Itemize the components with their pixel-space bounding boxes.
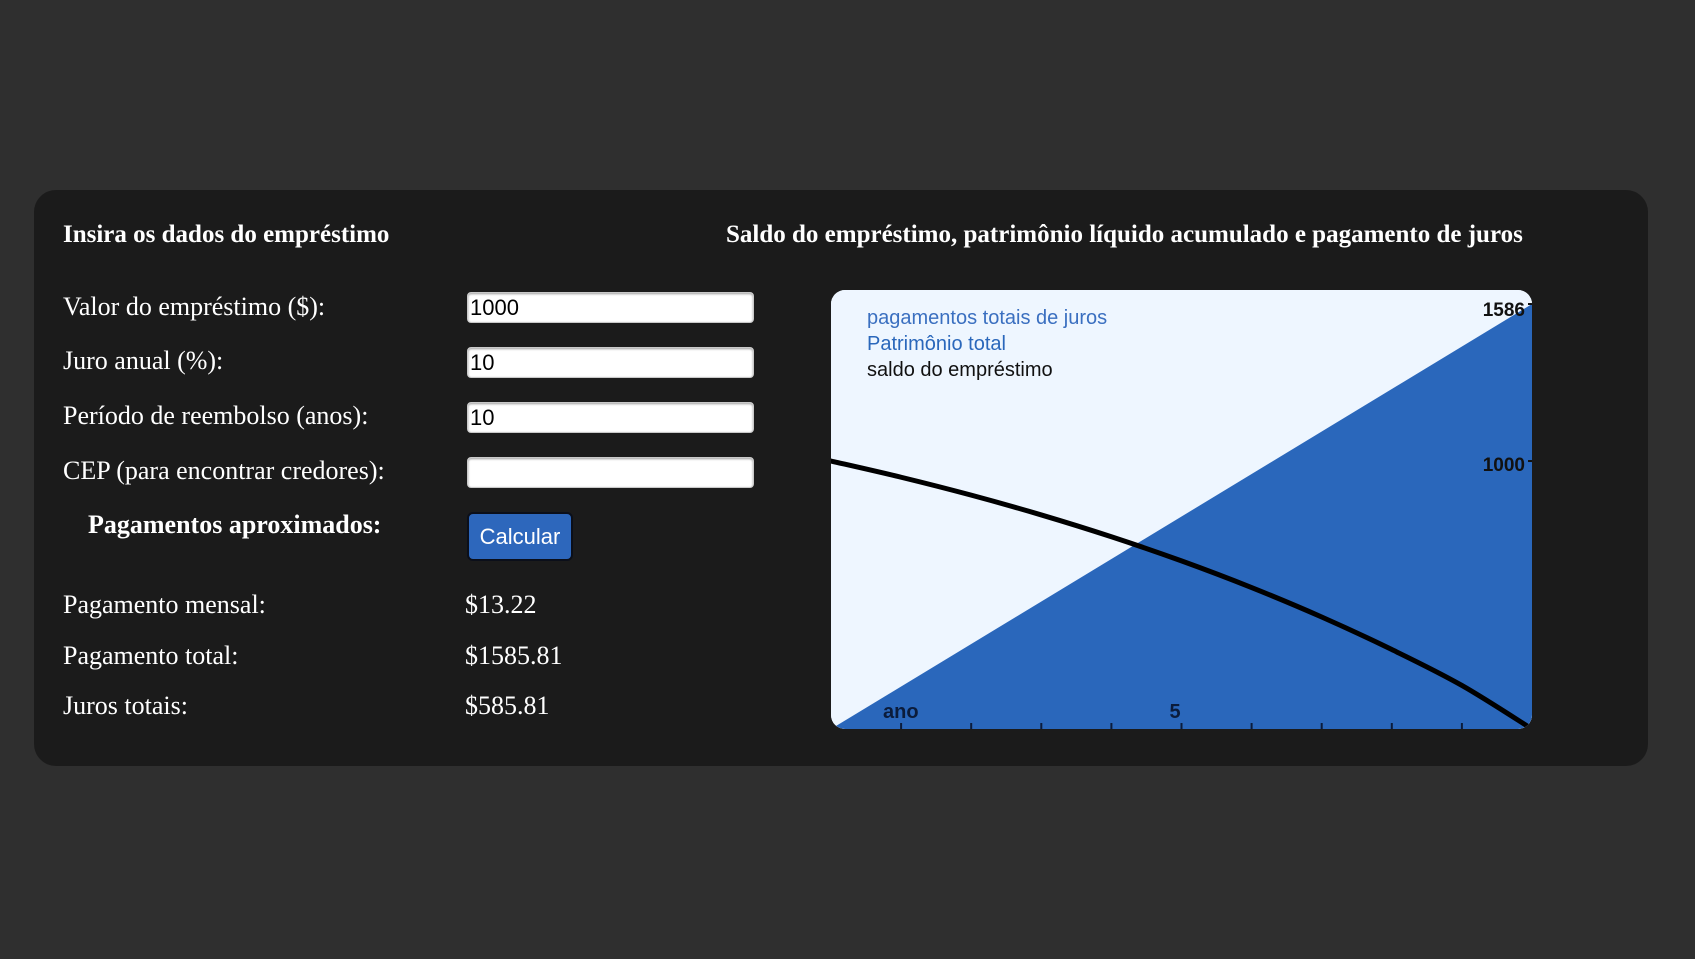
- legend-loan-balance: saldo do empréstimo: [867, 359, 1053, 381]
- loan-input-title: Insira os dados do empréstimo: [63, 221, 390, 248]
- legend-interest-payments: pagamentos totais de juros: [867, 307, 1107, 329]
- annual-interest-input[interactable]: [467, 347, 754, 378]
- loan-amount-label: Valor do empréstimo ($):: [63, 292, 326, 321]
- loan-chart-svg: pagamentos totais de juros Patrimônio to…: [831, 290, 1532, 729]
- repayment-period-input[interactable]: [467, 402, 754, 433]
- x-axis-ticks: [900, 723, 1463, 729]
- total-payment-value: $1585.81: [465, 641, 563, 670]
- loan-amount-input[interactable]: [467, 292, 754, 323]
- approximate-payments-label: Pagamentos aproximados:: [88, 510, 382, 539]
- total-interest-label: Juros totais:: [63, 691, 188, 720]
- zipcode-input[interactable]: [467, 457, 754, 488]
- loan-balance-line: [831, 458, 1532, 729]
- annual-interest-label: Juro anual (%):: [63, 346, 224, 375]
- y-axis-ticks: [1528, 303, 1532, 463]
- x-axis-label: ano: [883, 701, 919, 723]
- zipcode-label: CEP (para encontrar credores):: [63, 456, 385, 485]
- repayment-period-label: Período de reembolso (anos):: [63, 401, 369, 430]
- chart-title: Saldo do empréstimo, patrimônio líquido …: [726, 221, 1523, 248]
- monthly-payment-label: Pagamento mensal:: [63, 590, 266, 619]
- y-tick-label-max: 1586: [1483, 300, 1525, 321]
- y-tick-label-1000: 1000: [1483, 455, 1525, 476]
- legend-total-equity: Patrimônio total: [867, 333, 1006, 355]
- x-tick-label-5: 5: [1169, 701, 1180, 723]
- total-interest-value: $585.81: [465, 691, 550, 720]
- total-payment-label: Pagamento total:: [63, 641, 239, 670]
- loan-chart: pagamentos totais de juros Patrimônio to…: [831, 290, 1532, 729]
- monthly-payment-value: $13.22: [465, 590, 537, 619]
- calculate-button[interactable]: Calcular: [467, 512, 573, 561]
